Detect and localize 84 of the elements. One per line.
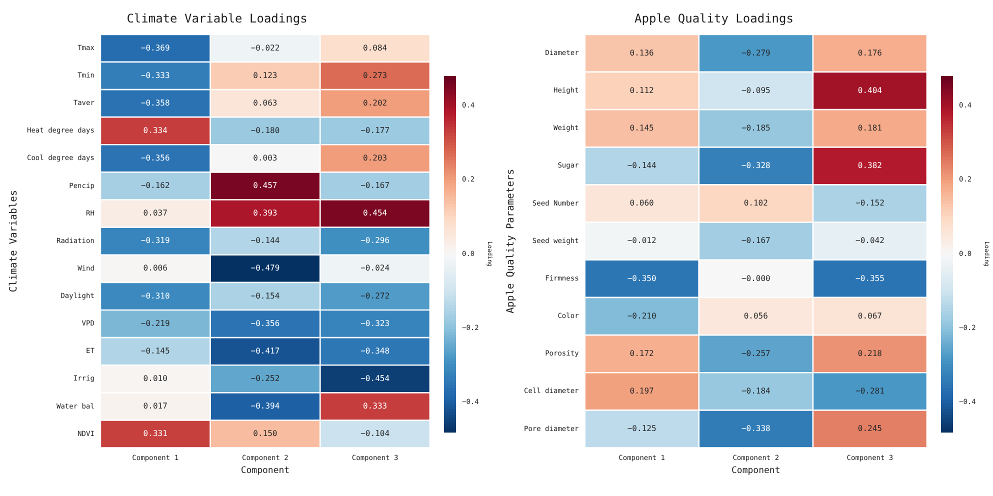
data-label: −0.310 bbox=[140, 291, 170, 300]
data-label: −0.319 bbox=[140, 236, 170, 246]
data-label: −0.323 bbox=[360, 318, 390, 328]
data-label: −0.355 bbox=[856, 274, 885, 283]
data-label: 0.218 bbox=[858, 348, 882, 358]
data-label: 0.334 bbox=[143, 126, 168, 135]
data-label: 0.003 bbox=[253, 154, 278, 162]
data-label: 0.454 bbox=[363, 208, 388, 218]
data-label: 0.197 bbox=[630, 386, 654, 396]
data-label: −0.000 bbox=[741, 274, 771, 283]
data-label: −0.042 bbox=[856, 236, 885, 246]
data-label: 0.006 bbox=[143, 264, 168, 273]
data-label: −0.219 bbox=[140, 318, 170, 328]
data-label: −0.024 bbox=[360, 264, 390, 273]
data-label: −0.356 bbox=[140, 154, 170, 162]
data-label: −0.272 bbox=[360, 291, 390, 300]
data-label: −0.358 bbox=[140, 98, 170, 108]
data-label: −0.177 bbox=[360, 126, 390, 135]
data-label: 0.112 bbox=[630, 86, 654, 95]
x-axis-title: Component bbox=[732, 466, 780, 476]
data-label: 0.273 bbox=[363, 70, 388, 80]
data-label: −0.356 bbox=[250, 318, 280, 328]
data-label: −0.185 bbox=[741, 123, 771, 132]
data-label: −0.417 bbox=[250, 346, 280, 356]
data-label: −0.210 bbox=[627, 311, 656, 320]
data-label: −0.167 bbox=[741, 236, 771, 246]
data-label: −0.338 bbox=[741, 424, 771, 434]
data-label: −0.479 bbox=[250, 264, 280, 273]
data-label: −0.184 bbox=[741, 386, 771, 396]
data-label: 0.245 bbox=[858, 424, 882, 434]
data-label: 0.136 bbox=[630, 48, 654, 58]
data-label: 0.056 bbox=[744, 311, 768, 320]
data-label: −0.144 bbox=[627, 161, 656, 170]
data-label: 0.333 bbox=[363, 402, 388, 411]
data-label: −0.022 bbox=[250, 43, 280, 52]
data-label: −0.281 bbox=[856, 386, 885, 396]
data-label: −0.369 bbox=[140, 43, 170, 52]
data-label: 0.017 bbox=[143, 402, 168, 411]
data-label: −0.333 bbox=[140, 70, 170, 80]
data-label: −0.095 bbox=[741, 86, 771, 95]
data-label: −0.328 bbox=[741, 161, 771, 170]
data-label: −0.252 bbox=[250, 374, 280, 383]
data-label: 0.172 bbox=[630, 348, 654, 358]
data-label: 0.063 bbox=[253, 98, 278, 108]
data-label: 0.393 bbox=[253, 208, 278, 218]
chart-title: Climate Variable Loadings bbox=[126, 11, 308, 26]
data-label: −0.154 bbox=[250, 291, 280, 300]
data-label: 0.037 bbox=[143, 208, 168, 218]
data-label: 0.202 bbox=[363, 98, 388, 108]
x-axis-title: Component bbox=[240, 466, 290, 476]
data-label: 0.102 bbox=[744, 198, 768, 208]
data-label: 0.176 bbox=[858, 48, 882, 58]
data-label: −0.012 bbox=[627, 236, 656, 246]
data-label: −0.279 bbox=[741, 48, 771, 58]
y-axis-title: Climate Variables bbox=[8, 190, 20, 292]
data-label: −0.125 bbox=[627, 424, 656, 434]
data-label: 0.181 bbox=[858, 123, 882, 132]
data-label: 0.150 bbox=[253, 429, 278, 438]
data-label: 0.067 bbox=[858, 311, 882, 320]
data-label: −0.104 bbox=[360, 429, 390, 438]
chart-title: Apple Quality Loadings bbox=[634, 11, 794, 26]
data-label: −0.180 bbox=[250, 126, 280, 135]
data-label: −0.394 bbox=[250, 402, 280, 411]
data-label: −0.350 bbox=[627, 274, 656, 283]
data-label: −0.296 bbox=[360, 236, 390, 246]
data-label: 0.060 bbox=[630, 198, 654, 208]
y-axis-title: Apple Quality Parameters bbox=[506, 168, 517, 314]
data-label: −0.162 bbox=[140, 181, 170, 190]
data-label: −0.144 bbox=[250, 236, 280, 246]
data-label: 0.404 bbox=[858, 86, 882, 95]
data-label: 0.145 bbox=[630, 123, 654, 132]
data-label: −0.167 bbox=[360, 181, 390, 190]
data-label: −0.454 bbox=[360, 374, 390, 383]
data-label: 0.382 bbox=[858, 161, 882, 170]
data-label: −0.145 bbox=[140, 346, 170, 356]
data-label: −0.152 bbox=[856, 198, 885, 208]
data-label: −0.348 bbox=[360, 346, 390, 356]
data-label: 0.203 bbox=[363, 154, 388, 162]
data-label: 0.084 bbox=[363, 43, 388, 52]
data-label: −0.257 bbox=[741, 348, 771, 358]
data-label: 0.123 bbox=[253, 70, 278, 80]
data-label: 0.457 bbox=[253, 181, 278, 190]
data-label: 0.331 bbox=[143, 429, 168, 438]
data-label: 0.010 bbox=[143, 374, 168, 383]
